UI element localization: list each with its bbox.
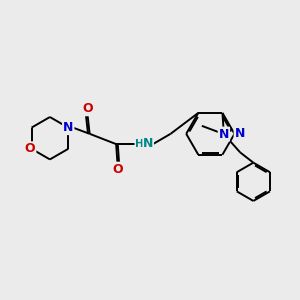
Text: O: O bbox=[25, 142, 35, 155]
Text: N: N bbox=[143, 137, 153, 150]
Text: N: N bbox=[235, 127, 245, 140]
Text: O: O bbox=[82, 102, 93, 115]
Text: N: N bbox=[63, 121, 74, 134]
Text: O: O bbox=[112, 163, 123, 176]
Text: N: N bbox=[219, 128, 229, 141]
Text: H: H bbox=[135, 139, 144, 148]
